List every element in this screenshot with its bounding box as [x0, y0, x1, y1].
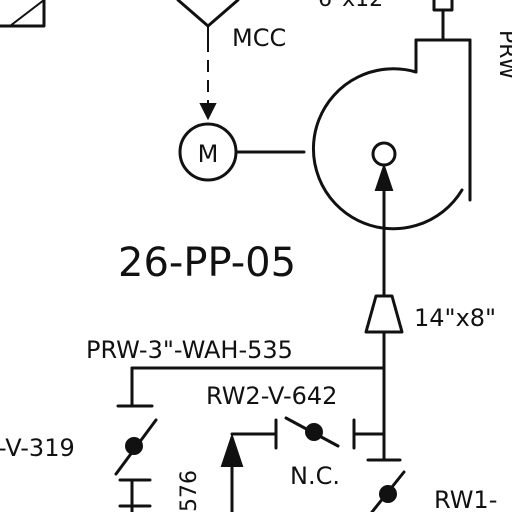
- pump-eye: [371, 141, 397, 167]
- branch-576-line: [220, 432, 244, 512]
- mcc-label: MCC: [232, 24, 286, 52]
- pump-casing: [311, 38, 472, 231]
- valve-319-label: -V-319: [0, 434, 75, 462]
- valve-rw1-symbol: [366, 458, 406, 512]
- suction-line: [374, 162, 394, 298]
- discharge-fitting: [432, 0, 454, 42]
- reducer-symbol: [364, 294, 404, 334]
- prw-vertical-label: PRW: [494, 30, 512, 80]
- valve-319-symbol: [114, 404, 158, 512]
- motor-label: M: [198, 140, 219, 168]
- dashed-signal-line: [199, 40, 217, 121]
- line-tag: PRW-3"-WAH-535: [86, 336, 293, 364]
- partial-instrument-box: [0, 0, 46, 28]
- top-size-label: 6"x12": [318, 0, 393, 12]
- rw1-label: RW1-: [434, 486, 497, 512]
- valve-642-symbol: [230, 416, 386, 450]
- pump-tag: 26-PP-05: [118, 240, 296, 286]
- valve-642-label: RW2-V-642: [206, 382, 337, 410]
- mcc-diamond: [176, 0, 240, 40]
- reducer-label: 14"x8": [414, 304, 496, 332]
- normally-closed-label: N.C.: [290, 462, 340, 490]
- side-576-label: 576: [177, 470, 202, 512]
